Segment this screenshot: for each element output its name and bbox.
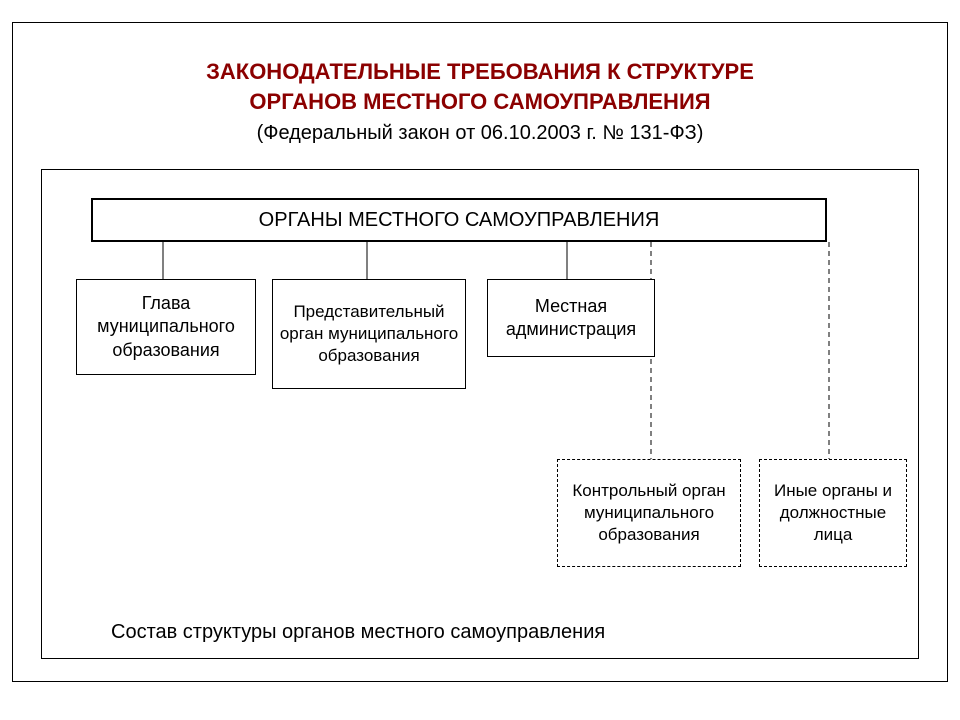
node-control: Контрольный орган муниципального образов… — [557, 459, 741, 567]
diagram-caption: Состав структуры органов местного самоуп… — [111, 621, 605, 644]
node-head: Глава муниципального образования — [76, 279, 256, 375]
node-root: ОРГАНЫ МЕСТНОГО САМОУПРАВЛЕНИЯ — [91, 198, 827, 242]
node-council: Представительный орган муниципального об… — [272, 279, 466, 389]
node-other: Иные органы и должностные лица — [759, 459, 907, 567]
node-admin: Местная администрация — [487, 279, 655, 357]
outer-frame: ЗАКОНОДАТЕЛЬНЫЕ ТРЕБОВАНИЯ К СТРУКТУРЕ О… — [12, 22, 948, 682]
